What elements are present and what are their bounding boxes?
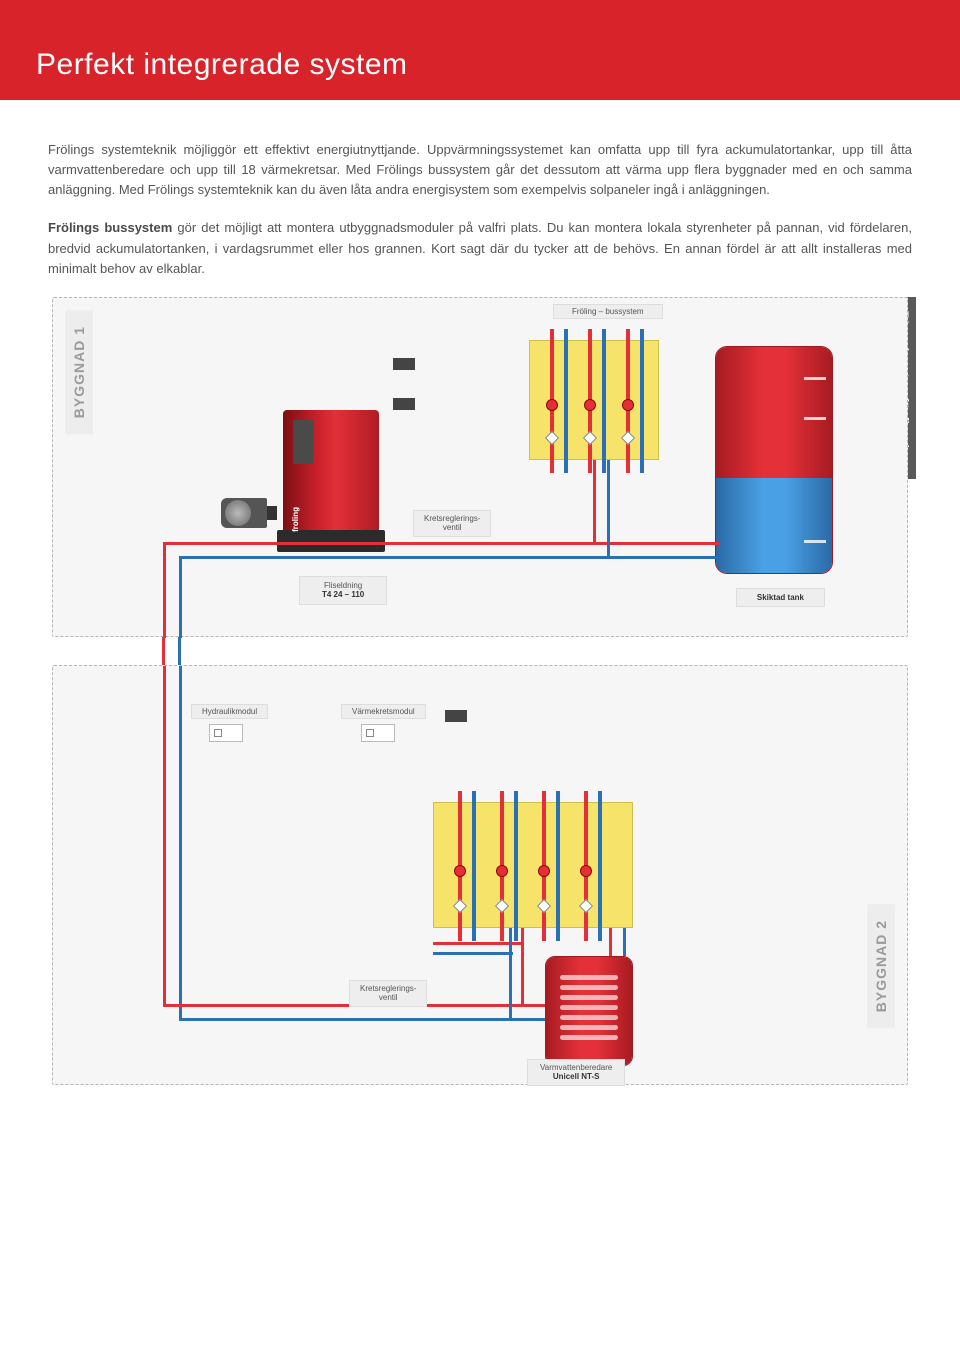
hw-coil [560, 975, 618, 1047]
pump-icon [454, 865, 466, 877]
paragraph-2-rest: gör det möjligt att montera utbyggnadsmo… [48, 220, 912, 275]
paragraph-2: Frölings bussystem gör det möjligt att m… [48, 218, 912, 278]
tank-tag: Skiktad tank [736, 588, 825, 608]
mf-pipe [640, 329, 644, 473]
header-band: Perfekt integrerade system [0, 0, 960, 100]
pump-icon [546, 399, 558, 411]
valve-icon [621, 431, 635, 445]
building-1: BYGGNAD 1 Fröling – bussystem froling [52, 297, 908, 637]
bus-system-label: Fröling – bussystem [553, 304, 663, 320]
valve-icon [495, 899, 509, 913]
pipe-cold [179, 556, 182, 638]
pipe-hot [521, 928, 524, 1004]
content-area: Frölings systemteknik möjliggör ett effe… [0, 100, 960, 1133]
pipe-cold [179, 556, 379, 559]
boiler-tag: Fliseldning T4 24 – 110 [299, 576, 387, 605]
pipe-cold [623, 928, 626, 956]
tank-cold-layer [716, 478, 832, 573]
mf-pipe [556, 791, 560, 941]
pipe-hot [609, 928, 612, 956]
valve-label-l2: ventil [443, 523, 462, 532]
sensor-module-3 [445, 710, 467, 722]
pipe-cold [433, 952, 513, 955]
valve-label-l2-b2: ventil [379, 993, 398, 1002]
circuit-valve-label: Kretsreglerings- ventil [413, 510, 491, 537]
page-title: Perfekt integrerade system [36, 48, 408, 82]
building-2: BYGGNAD 2 Hydraulikmodul Värmekretsmodul [52, 665, 908, 1085]
pipe-hot [163, 542, 379, 545]
pipe-cold [607, 460, 610, 556]
pipe-hot [379, 542, 719, 545]
pump-icon [496, 865, 508, 877]
hw-heater-tag: Varmvattenberedare Unicell NT-S [527, 1059, 625, 1086]
valve-icon [583, 431, 597, 445]
pipe-hot [163, 666, 166, 1004]
fan-unit [221, 498, 267, 528]
boiler: froling [283, 410, 379, 538]
pipe-cold [509, 928, 512, 1018]
heating-module-label: Värmekretsmodul [341, 704, 426, 720]
pipe-cold [178, 637, 181, 665]
valve-icon [453, 899, 467, 913]
boiler-brand: froling [291, 507, 300, 532]
pump-icon [538, 865, 550, 877]
paragraph-1: Frölings systemteknik möjliggör ett effe… [48, 140, 912, 200]
mf-pipe [602, 329, 606, 473]
hw-tag-l2: Unicell NT-S [540, 1072, 612, 1082]
system-diagram: T4 med system för flera hus BYGGNAD 1 Fr… [48, 297, 912, 1085]
pipe-cold [379, 556, 719, 559]
boiler-tag-l2: T4 24 – 110 [322, 590, 364, 600]
heating-module-box [361, 724, 395, 742]
tank-mark [804, 377, 826, 380]
hydraulic-module-label: Hydraulikmodul [191, 704, 268, 720]
mf-pipe [564, 329, 568, 473]
boiler-vent [293, 420, 313, 464]
building-1-label: BYGGNAD 1 [65, 310, 93, 434]
boiler-base [277, 530, 385, 552]
circuit-valve-label-2: Kretsreglerings- ventil [349, 980, 427, 1007]
intro-text: Frölings systemteknik möjliggör ett effe… [48, 140, 912, 279]
valve-label-l1-b2: Kretsreglerings- [360, 984, 416, 993]
tank-mark [804, 417, 826, 420]
valve-label-l1: Kretsreglerings- [424, 514, 480, 523]
fan-disc [225, 500, 251, 526]
building-2-label: BYGGNAD 2 [867, 904, 895, 1028]
sensor-module-2 [393, 398, 415, 410]
distribution-manifold [529, 340, 659, 460]
sensor-module-1 [393, 358, 415, 370]
hw-tag-l1: Varmvattenberedare [540, 1063, 612, 1072]
paragraph-2-lead: Frölings bussystem [48, 220, 172, 235]
tank-hot-layer [716, 347, 832, 478]
distribution-manifold-2 [433, 802, 633, 928]
pipe-hot [163, 542, 166, 638]
pump-icon [622, 399, 634, 411]
pipe-hot [593, 460, 596, 542]
mf-pipe [598, 791, 602, 941]
pump-icon [580, 865, 592, 877]
tank-mark [804, 540, 826, 543]
boiler-tag-l1: Fliseldning [324, 581, 362, 590]
hot-water-heater [545, 956, 633, 1066]
pump-icon [584, 399, 596, 411]
mf-pipe [472, 791, 476, 941]
stratified-tank [715, 346, 833, 574]
hydraulic-module-box [209, 724, 243, 742]
pipe-cold [179, 666, 182, 1018]
mf-pipe [514, 791, 518, 941]
valve-icon [537, 899, 551, 913]
valve-icon [579, 899, 593, 913]
valve-icon [545, 431, 559, 445]
pipe-hot [162, 637, 165, 665]
pipe-cold [179, 1018, 545, 1021]
